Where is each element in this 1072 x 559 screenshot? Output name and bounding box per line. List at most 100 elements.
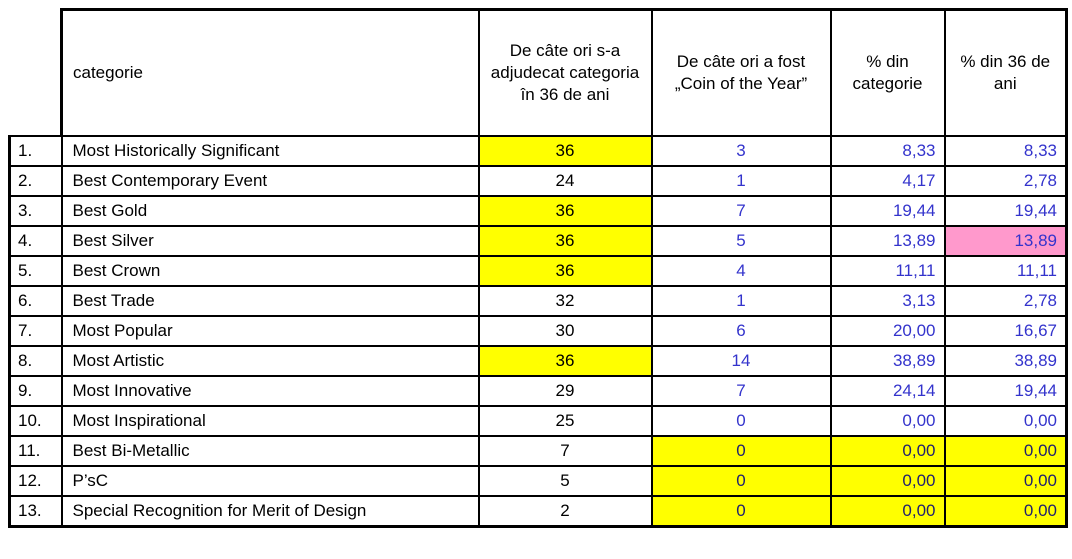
category-cell: Best Contemporary Event bbox=[60, 165, 480, 197]
pct-category-cell: 38,89 bbox=[829, 345, 946, 377]
times-awarded-cell: 36 bbox=[477, 135, 653, 167]
category-cell: Most Inspirational bbox=[60, 405, 480, 437]
pct-36-cell: 2,78 bbox=[943, 285, 1068, 317]
header-pct-36: % din 36 de ani bbox=[943, 8, 1068, 137]
category-cell: Best Bi-Metallic bbox=[60, 435, 480, 467]
times-awarded-cell: 5 bbox=[477, 465, 653, 497]
pct-36-cell: 0,00 bbox=[943, 495, 1068, 528]
pct-36-cell: 38,89 bbox=[943, 345, 1068, 377]
times-awarded-cell: 29 bbox=[477, 375, 653, 407]
coty-count-cell: 1 bbox=[650, 285, 832, 317]
pct-36-cell: 0,00 bbox=[943, 405, 1068, 437]
row-number-cell: 12. bbox=[8, 465, 63, 497]
row-number-cell: 2. bbox=[8, 165, 63, 197]
header-row: categorie De câte ori s-a adjudecat cate… bbox=[10, 8, 1068, 137]
table-row: 9. Most Innovative 29 7 24,14 19,44 bbox=[8, 375, 1068, 407]
category-cell: Best Crown bbox=[60, 255, 480, 287]
coty-count-cell: 6 bbox=[650, 315, 832, 347]
header-times-awarded: De câte ori s-a adjudecat categoria în 3… bbox=[477, 8, 653, 137]
pct-category-cell: 3,13 bbox=[829, 285, 946, 317]
category-cell: Most Artistic bbox=[60, 345, 480, 377]
pct-36-cell: 0,00 bbox=[943, 465, 1068, 497]
header-coty-count: De câte ori a fost „Coin of the Year” bbox=[650, 8, 832, 137]
pct-category-cell: 0,00 bbox=[829, 495, 946, 528]
category-cell: P’sC bbox=[60, 465, 480, 497]
pct-category-cell: 0,00 bbox=[829, 465, 946, 497]
table-row: 10. Most Inspirational 25 0 0,00 0,00 bbox=[8, 405, 1068, 437]
category-cell: Most Historically Significant bbox=[60, 135, 480, 167]
coty-count-cell: 0 bbox=[650, 465, 832, 497]
table-row: 6. Best Trade 32 1 3,13 2,78 bbox=[8, 285, 1068, 317]
row-number-cell: 7. bbox=[8, 315, 63, 347]
coty-count-cell: 7 bbox=[650, 375, 832, 407]
row-number-cell: 9. bbox=[8, 375, 63, 407]
coty-count-cell: 0 bbox=[650, 495, 832, 528]
pct-category-cell: 0,00 bbox=[829, 405, 946, 437]
pct-category-cell: 19,44 bbox=[829, 195, 946, 227]
pct-36-cell: 13,89 bbox=[943, 225, 1068, 257]
times-awarded-cell: 36 bbox=[477, 345, 653, 377]
category-cell: Most Popular bbox=[60, 315, 480, 347]
pct-category-cell: 4,17 bbox=[829, 165, 946, 197]
table-row: 3. Best Gold 36 7 19,44 19,44 bbox=[8, 195, 1068, 227]
coty-count-cell: 14 bbox=[650, 345, 832, 377]
coty-category-table: categorie De câte ori s-a adjudecat cate… bbox=[8, 8, 1068, 528]
row-number-cell: 4. bbox=[8, 225, 63, 257]
category-cell: Best Gold bbox=[60, 195, 480, 227]
times-awarded-cell: 36 bbox=[477, 255, 653, 287]
table-row: 13. Special Recognition for Merit of Des… bbox=[8, 495, 1068, 528]
times-awarded-cell: 25 bbox=[477, 405, 653, 437]
table-row: 12. P’sC 5 0 0,00 0,00 bbox=[8, 465, 1068, 497]
coty-count-cell: 0 bbox=[650, 435, 832, 467]
pct-category-cell: 8,33 bbox=[829, 135, 946, 167]
row-number-cell: 6. bbox=[8, 285, 63, 317]
coty-count-cell: 1 bbox=[650, 165, 832, 197]
pct-category-cell: 24,14 bbox=[829, 375, 946, 407]
pct-36-cell: 16,67 bbox=[943, 315, 1068, 347]
times-awarded-cell: 36 bbox=[477, 195, 653, 227]
pct-category-cell: 13,89 bbox=[829, 225, 946, 257]
pct-36-cell: 19,44 bbox=[943, 375, 1068, 407]
pct-36-cell: 0,00 bbox=[943, 435, 1068, 467]
times-awarded-cell: 32 bbox=[477, 285, 653, 317]
pct-36-cell: 11,11 bbox=[943, 255, 1068, 287]
header-categorie: categorie bbox=[60, 8, 480, 137]
pct-category-cell: 0,00 bbox=[829, 435, 946, 467]
row-number-cell: 10. bbox=[8, 405, 63, 437]
empty-corner-cell bbox=[10, 10, 62, 137]
times-awarded-cell: 30 bbox=[477, 315, 653, 347]
pct-36-cell: 19,44 bbox=[943, 195, 1068, 227]
pct-36-cell: 8,33 bbox=[943, 135, 1068, 167]
times-awarded-cell: 2 bbox=[477, 495, 653, 528]
row-number-cell: 13. bbox=[8, 495, 63, 528]
row-number-cell: 5. bbox=[8, 255, 63, 287]
row-number-cell: 8. bbox=[8, 345, 63, 377]
table-row: 2. Best Contemporary Event 24 1 4,17 2,7… bbox=[8, 165, 1068, 197]
times-awarded-cell: 7 bbox=[477, 435, 653, 467]
row-number-cell: 3. bbox=[8, 195, 63, 227]
pct-category-cell: 11,11 bbox=[829, 255, 946, 287]
category-cell: Best Trade bbox=[60, 285, 480, 317]
table-row: 1. Most Historically Significant 36 3 8,… bbox=[8, 135, 1068, 167]
coty-count-cell: 0 bbox=[650, 405, 832, 437]
header-pct-category: % din categorie bbox=[829, 8, 946, 137]
coty-count-cell: 5 bbox=[650, 225, 832, 257]
table-row: 7. Most Popular 30 6 20,00 16,67 bbox=[8, 315, 1068, 347]
pct-36-cell: 2,78 bbox=[943, 165, 1068, 197]
category-cell: Best Silver bbox=[60, 225, 480, 257]
table-row: 8. Most Artistic 36 14 38,89 38,89 bbox=[8, 345, 1068, 377]
category-cell: Most Innovative bbox=[60, 375, 480, 407]
coty-count-cell: 7 bbox=[650, 195, 832, 227]
coty-count-cell: 3 bbox=[650, 135, 832, 167]
times-awarded-cell: 36 bbox=[477, 225, 653, 257]
table-row: 5. Best Crown 36 4 11,11 11,11 bbox=[8, 255, 1068, 287]
row-number-cell: 11. bbox=[8, 435, 63, 467]
row-number-cell: 1. bbox=[8, 135, 63, 167]
table-row: 4. Best Silver 36 5 13,89 13,89 bbox=[8, 225, 1068, 257]
table-row: 11. Best Bi-Metallic 7 0 0,00 0,00 bbox=[8, 435, 1068, 467]
pct-category-cell: 20,00 bbox=[829, 315, 946, 347]
times-awarded-cell: 24 bbox=[477, 165, 653, 197]
category-cell: Special Recognition for Merit of Design bbox=[60, 495, 480, 528]
coty-count-cell: 4 bbox=[650, 255, 832, 287]
